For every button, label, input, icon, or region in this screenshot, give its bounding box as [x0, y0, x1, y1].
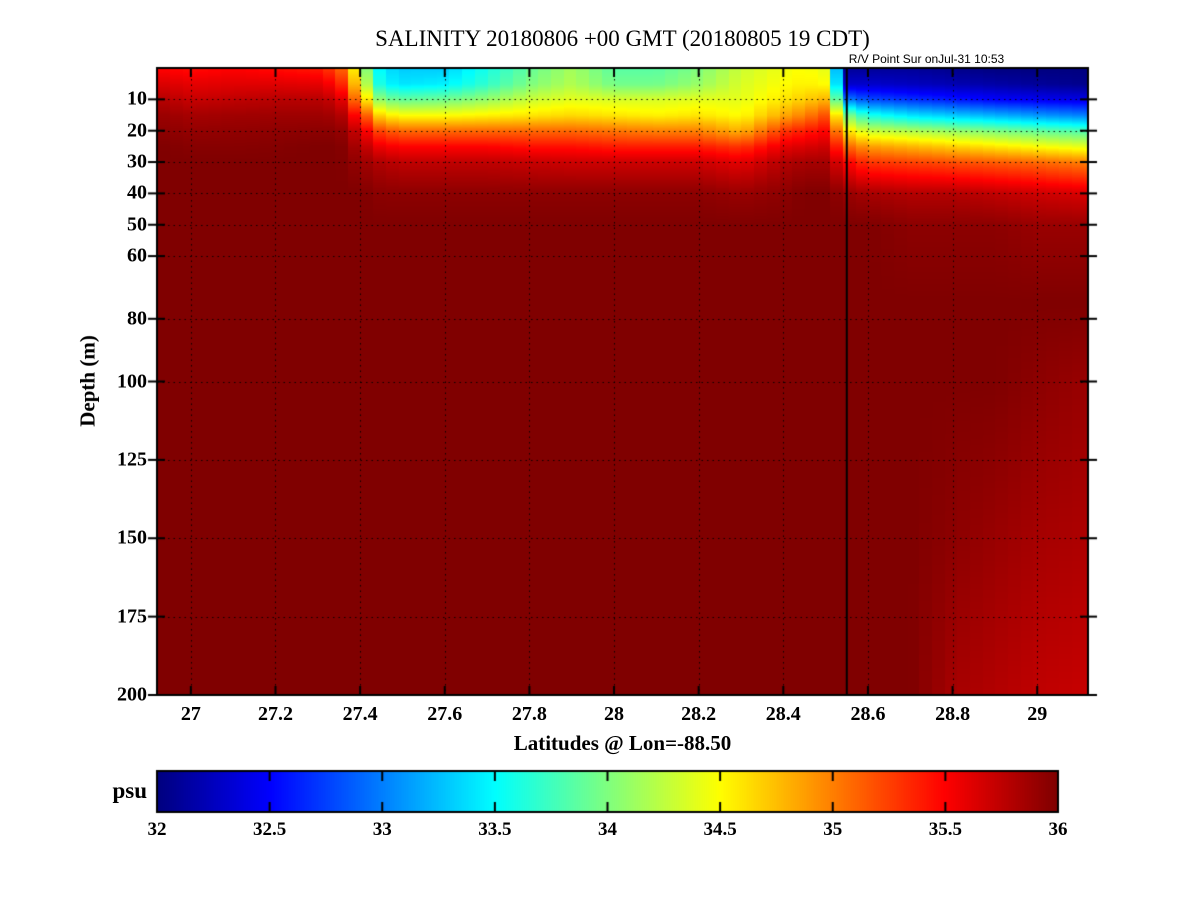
colorbar-tick-label: 36 [1048, 819, 1068, 840]
y-tick-label: 50 [127, 213, 147, 236]
y-tick-label: 60 [127, 244, 147, 267]
colorbar-tick-label: 32.5 [253, 819, 287, 840]
x-axis-label: Latitudes @ Lon=-88.50 [513, 731, 732, 755]
y-tick-label: 125 [117, 448, 147, 471]
colorbar-unit-label: psu [112, 778, 147, 803]
x-tick-label: 27.2 [257, 703, 293, 725]
y-tick-label: 200 [117, 683, 147, 706]
x-tick-label: 27.8 [511, 703, 547, 725]
y-tick-label: 20 [127, 119, 147, 142]
y-tick-label: 100 [117, 370, 147, 392]
y-tick-label: 175 [117, 605, 147, 628]
y-tick-label: 10 [127, 87, 147, 110]
colorbar-tick-label: 33.5 [478, 819, 512, 840]
x-tick-label: 28.2 [681, 703, 717, 725]
x-tick-label: 29 [1027, 703, 1048, 725]
x-tick-label: 28 [604, 703, 625, 725]
x-tick-label: 28.6 [850, 703, 886, 725]
x-tick-label: 28.4 [765, 703, 801, 725]
x-tick-label: 27.6 [427, 703, 463, 725]
x-tick-label: 27.4 [342, 703, 378, 725]
colorbar-tick-label: 35.5 [928, 819, 962, 840]
plot-title: SALINITY 20180806 +00 GMT (20180805 19 C… [375, 26, 870, 51]
y-tick-label: 30 [127, 150, 147, 173]
x-tick-label: 27 [180, 703, 201, 725]
y-tick-label: 150 [117, 526, 147, 549]
ship-track-annotation: R/V Point Sur onJul-31 10:53 [848, 52, 1005, 66]
colorbar-tick-label: 33 [372, 819, 392, 840]
y-tick-label: 40 [127, 181, 147, 204]
colorbar-tick-label: 32 [147, 819, 167, 840]
colorbar-tick-label: 35 [823, 819, 843, 840]
colorbar-tick-label: 34.5 [703, 819, 737, 840]
x-tick-label: 28.8 [935, 703, 971, 725]
y-tick-label: 80 [127, 307, 147, 330]
colorbar-tick-label: 34 [598, 819, 617, 840]
